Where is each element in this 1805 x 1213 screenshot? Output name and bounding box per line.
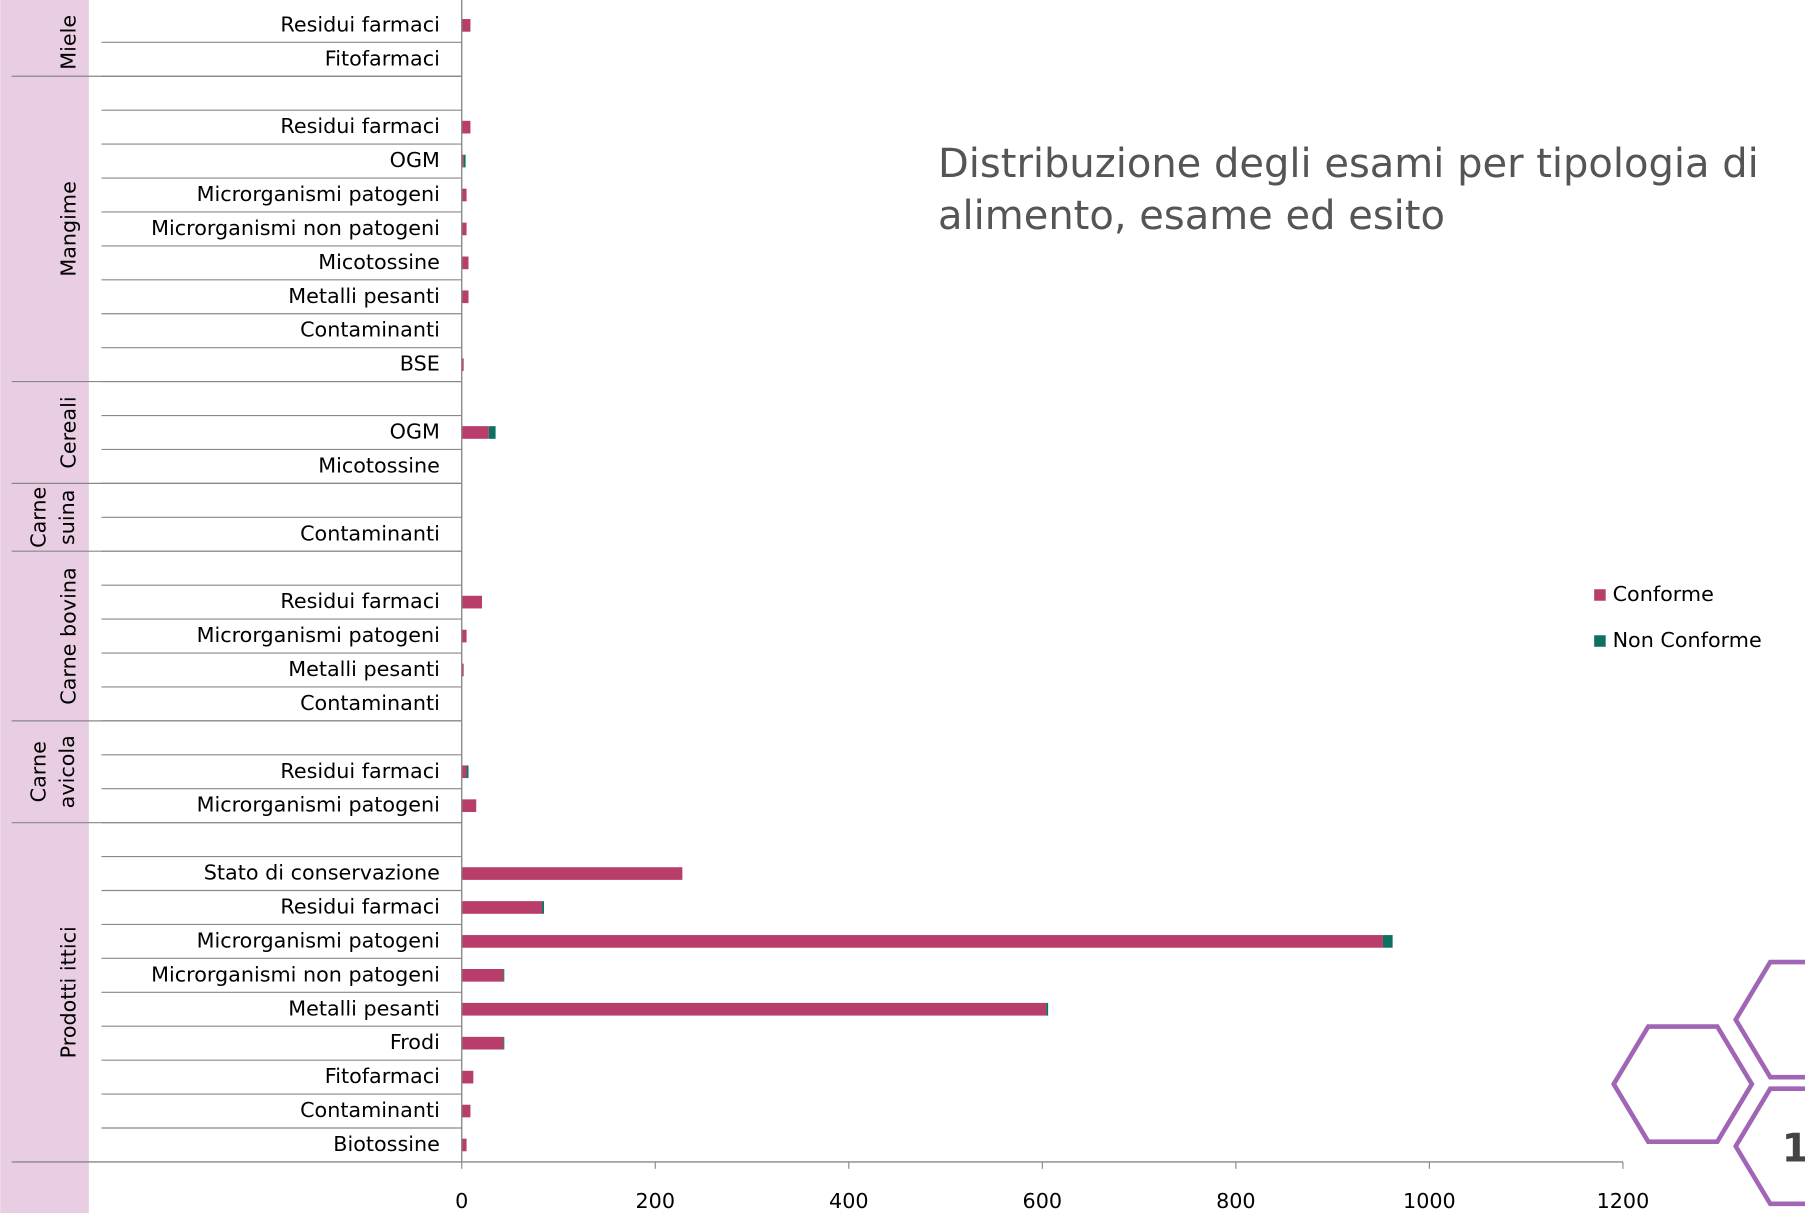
y-tick-label: Frodi [390,1030,440,1054]
bar [461,256,469,270]
group-label: Cereali [56,396,80,468]
group-label: Prodotti ittici [56,926,80,1058]
y-tick-label: OGM [390,148,440,172]
bar [461,799,477,813]
bar [461,663,464,677]
x-tick-label: 800 [1216,1189,1256,1213]
bar [542,901,544,914]
y-tick-label: Microrganismi non patogeni [151,216,440,240]
bar [503,968,505,982]
y-tick-label: Metalli pesanti [288,657,440,681]
y-tick-label: Micotossine [318,250,440,274]
hexagon-decoration [1611,1024,1755,1144]
bar [1046,1002,1049,1016]
bar [461,935,1383,948]
group-label: Carne avicola [26,735,79,808]
x-tick-label: 1000 [1403,1189,1456,1213]
group-band [0,0,89,1213]
chart-title: Distribuzione degli esami per tipologia … [938,141,1759,239]
y-tick-label: Microrganismi patogeni [197,182,440,206]
legend-label: Non Conforme [1613,628,1762,652]
bar [461,867,683,880]
bar [461,154,464,168]
x-tick-label: 600 [1023,1189,1063,1213]
page-number: 1 [1782,1126,1805,1171]
y-tick-label: Biotossine [333,1132,440,1156]
bar [461,222,467,236]
y-tick-label: OGM [390,419,440,443]
group-label: Carne bovina [56,567,80,704]
group-label: Miele [56,15,80,70]
y-tick-label: Fitofarmaci [325,1064,440,1088]
y-tick-label: Contaminanti [300,521,440,545]
x-tick-label: 1200 [1597,1189,1650,1213]
y-tick-label: Residui farmaci [280,114,439,138]
group-label: Mangime [56,181,80,276]
bar [461,426,489,439]
y-tick-label: Microrganismi patogeni [197,928,440,952]
y-tick-label: Residui farmaci [280,894,439,918]
bar [461,188,467,202]
y-tick-label: Metalli pesanti [288,284,440,308]
bar [1382,935,1393,948]
y-tick-label: Microrganismi patogeni [197,793,440,817]
legend-swatch [1594,635,1606,647]
bar [461,765,467,779]
y-tick-label: Contaminanti [300,1098,440,1122]
hexagon-decoration [1733,959,1805,1080]
y-tick-label: Micotossine [318,453,440,477]
bar [461,1002,1047,1016]
bar [461,1036,504,1050]
bar [461,1104,471,1118]
bar [461,968,504,982]
y-tick-label: Contaminanti [300,691,440,715]
legend-label: Conforme [1613,582,1714,606]
x-tick-label: 200 [635,1189,675,1213]
y-tick-label: Residui farmaci [280,759,439,783]
y-tick-label: Contaminanti [300,318,440,342]
bar [461,1138,467,1152]
bar [461,19,471,32]
y-tick-label: Fitofarmaci [325,46,440,70]
legend-swatch [1594,589,1606,601]
bar [488,426,496,439]
y-tick-label: Microrganismi patogeni [197,623,440,647]
y-tick-label: Microrganismi non patogeni [151,962,440,986]
y-tick-label: Residui farmaci [280,12,439,36]
bar [461,358,464,371]
x-tick-label: 0 [455,1189,468,1213]
bar [461,290,469,304]
y-tick-label: BSE [400,352,440,376]
bar [463,154,466,168]
bar [466,765,469,779]
x-tick-label: 400 [829,1189,869,1213]
group-label: Carne suina [26,487,79,548]
bar [461,1070,474,1084]
bar [461,629,467,643]
y-tick-label: Residui farmaci [280,589,439,613]
bar [461,595,483,609]
hexagon-decoration [1733,1086,1805,1207]
bar [461,120,471,134]
y-tick-label: Metalli pesanti [288,996,440,1020]
bar [503,1036,505,1050]
y-tick-label: Stato di conservazione [204,861,440,885]
bar [461,901,543,914]
